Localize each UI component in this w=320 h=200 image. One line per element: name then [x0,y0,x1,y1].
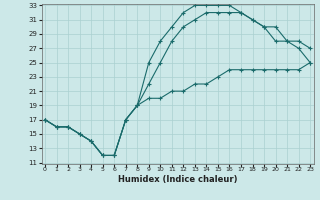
X-axis label: Humidex (Indice chaleur): Humidex (Indice chaleur) [118,175,237,184]
